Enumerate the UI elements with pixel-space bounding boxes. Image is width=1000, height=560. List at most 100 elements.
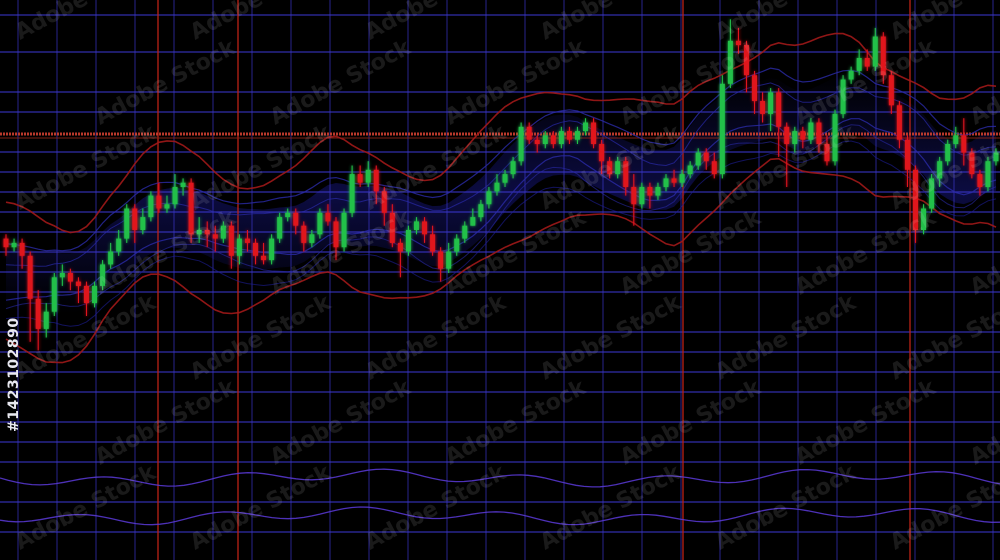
candle-body-104 (840, 79, 846, 114)
candle-body-121 (977, 174, 983, 187)
candle-body-58 (470, 217, 476, 226)
candle-body-65 (526, 126, 532, 140)
candle-body-89 (719, 83, 725, 175)
candle-body-76 (615, 161, 621, 175)
candle-body-108 (872, 36, 878, 67)
candle-body-0 (3, 238, 9, 248)
candle-body-8 (67, 273, 73, 282)
indicator-line-5 (5, 32, 997, 234)
candle-body-25 (204, 230, 210, 235)
candle-body-118 (953, 135, 959, 144)
candle-body-3 (27, 255, 33, 299)
candle-body-114 (921, 208, 927, 230)
candle-body-32 (261, 255, 267, 261)
candle-body-31 (253, 242, 259, 256)
candle-body-92 (743, 45, 749, 76)
candle-body-38 (309, 234, 315, 243)
candle-body-66 (534, 139, 540, 144)
candle-body-107 (864, 58, 870, 67)
candle-body-80 (647, 187, 653, 196)
candle-body-54 (438, 251, 444, 269)
candle-body-61 (494, 182, 500, 192)
candle-body-78 (631, 187, 637, 205)
candle-body-21 (172, 187, 178, 205)
stock-id-label: #1423102890 (6, 317, 22, 433)
candle-body-111 (896, 105, 902, 140)
candle-body-81 (655, 187, 661, 196)
indicator-line-6 (5, 157, 997, 364)
indicator-line-1 (5, 82, 997, 267)
oscillator-line-1 (0, 506, 1000, 526)
candle-body-15 (124, 208, 130, 239)
candle-body-39 (317, 212, 323, 235)
candle-body-87 (703, 152, 709, 162)
candle-body-113 (913, 169, 919, 230)
candle-body-59 (478, 204, 484, 218)
candle-body-46 (373, 169, 379, 192)
candle-body-86 (695, 152, 701, 166)
candle-body-73 (591, 122, 597, 144)
candle-body-82 (663, 178, 669, 187)
candle-body-26 (212, 234, 218, 239)
candle-body-110 (888, 75, 894, 106)
candle-body-74 (599, 144, 605, 162)
indicator-line-3 (5, 124, 997, 310)
candle-body-24 (196, 230, 202, 235)
candle-body-47 (381, 191, 387, 213)
candle-body-101 (816, 122, 822, 144)
candle-body-77 (623, 161, 629, 187)
candle-body-62 (502, 174, 508, 183)
candle-body-100 (808, 122, 814, 140)
candle-body-29 (236, 238, 242, 256)
candle-body-11 (92, 285, 98, 304)
candle-body-52 (422, 221, 428, 235)
candle-body-116 (937, 161, 943, 179)
candle-body-71 (574, 131, 580, 140)
candle-body-36 (293, 212, 299, 226)
candle-body-14 (116, 238, 122, 252)
indicator-line-4 (5, 140, 997, 327)
candle-body-9 (75, 281, 81, 286)
candle-body-13 (108, 251, 114, 265)
candle-body-60 (486, 191, 492, 205)
candle-body-122 (985, 161, 991, 187)
candle-body-56 (454, 238, 460, 252)
candle-body-109 (880, 36, 886, 76)
candle-body-42 (341, 212, 347, 248)
candle-body-90 (727, 40, 733, 84)
candle-body-67 (542, 135, 548, 144)
candle-body-10 (83, 285, 89, 304)
candle-body-30 (244, 238, 250, 243)
candle-body-48 (389, 212, 395, 243)
candle-body-5 (43, 311, 49, 329)
candle-body-41 (333, 221, 339, 248)
candle-body-88 (711, 161, 717, 175)
candle-body-57 (462, 225, 468, 239)
candle-body-35 (285, 212, 291, 218)
candle-body-7 (59, 273, 65, 278)
candle-body-75 (607, 161, 613, 175)
candle-body-49 (397, 242, 403, 252)
candle-body-22 (180, 182, 186, 187)
candle-body-27 (220, 225, 226, 239)
candle-body-53 (430, 234, 436, 252)
candle-body-64 (518, 126, 524, 162)
candle-body-23 (188, 182, 194, 235)
candle-body-120 (969, 152, 975, 175)
candle-body-85 (687, 165, 693, 175)
candle-body-1 (11, 242, 17, 248)
candle-body-112 (904, 139, 910, 170)
candle-body-55 (446, 251, 452, 269)
indicator-line-0 (5, 67, 997, 252)
indicator-lines (0, 32, 1000, 526)
candle-body-72 (583, 122, 589, 132)
candle-body-50 (405, 230, 411, 252)
candle-body-119 (961, 135, 967, 153)
candle-body-34 (277, 217, 283, 239)
candle-body-40 (325, 212, 331, 222)
candle-body-19 (156, 195, 162, 209)
candle-body-83 (671, 178, 677, 183)
candle-body-6 (51, 277, 57, 312)
candle-body-28 (228, 225, 234, 256)
